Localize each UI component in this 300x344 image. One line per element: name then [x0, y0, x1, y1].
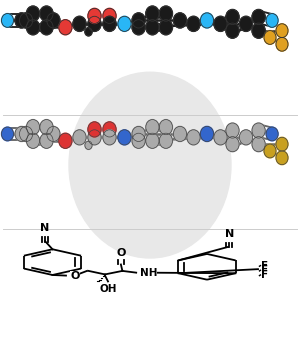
Circle shape — [214, 130, 227, 145]
Circle shape — [214, 16, 227, 31]
Circle shape — [103, 130, 116, 145]
Circle shape — [59, 133, 72, 148]
Circle shape — [103, 122, 116, 137]
Circle shape — [40, 20, 53, 35]
Circle shape — [276, 37, 288, 51]
Circle shape — [159, 6, 172, 21]
Circle shape — [88, 8, 101, 23]
Circle shape — [146, 20, 159, 35]
Circle shape — [159, 133, 172, 148]
Circle shape — [2, 13, 14, 27]
Text: N: N — [225, 229, 234, 239]
Circle shape — [226, 10, 239, 25]
Circle shape — [103, 8, 116, 23]
Circle shape — [59, 20, 72, 35]
Circle shape — [264, 31, 276, 44]
Circle shape — [146, 6, 159, 21]
Circle shape — [40, 120, 53, 135]
Text: NH: NH — [140, 268, 157, 278]
Circle shape — [20, 126, 33, 141]
Circle shape — [239, 130, 253, 145]
Circle shape — [85, 28, 92, 36]
Circle shape — [40, 6, 53, 21]
Circle shape — [118, 16, 131, 31]
Text: OH: OH — [99, 284, 117, 294]
Text: F: F — [261, 261, 268, 271]
Circle shape — [69, 72, 231, 258]
Circle shape — [132, 133, 145, 148]
Circle shape — [15, 13, 28, 28]
Circle shape — [132, 20, 145, 35]
Circle shape — [73, 130, 86, 145]
Circle shape — [88, 16, 101, 31]
Circle shape — [187, 16, 200, 31]
Text: O: O — [70, 271, 80, 281]
Text: N: N — [40, 224, 50, 234]
Circle shape — [276, 137, 288, 151]
Text: F: F — [261, 265, 268, 275]
Circle shape — [132, 13, 145, 28]
Circle shape — [252, 137, 265, 152]
Circle shape — [276, 24, 288, 37]
Circle shape — [88, 122, 101, 137]
Circle shape — [173, 13, 187, 28]
Circle shape — [276, 151, 288, 165]
Circle shape — [20, 13, 33, 28]
Circle shape — [2, 127, 14, 141]
Circle shape — [85, 141, 92, 149]
Circle shape — [26, 133, 40, 148]
Circle shape — [226, 137, 239, 152]
Circle shape — [73, 16, 86, 31]
Circle shape — [200, 13, 214, 28]
Circle shape — [266, 127, 278, 141]
Circle shape — [40, 133, 53, 148]
Circle shape — [159, 120, 172, 135]
Circle shape — [132, 126, 145, 141]
Circle shape — [187, 130, 200, 145]
Circle shape — [266, 13, 278, 27]
Circle shape — [15, 126, 28, 141]
Circle shape — [173, 126, 187, 141]
Circle shape — [226, 23, 239, 38]
Circle shape — [226, 123, 239, 138]
Circle shape — [252, 23, 265, 38]
Circle shape — [26, 20, 40, 35]
Circle shape — [103, 16, 116, 31]
Circle shape — [88, 130, 101, 145]
Circle shape — [47, 126, 60, 141]
Circle shape — [146, 133, 159, 148]
Text: O: O — [116, 248, 126, 258]
Circle shape — [252, 123, 265, 138]
Circle shape — [47, 13, 60, 28]
Circle shape — [239, 16, 253, 31]
Circle shape — [146, 120, 159, 135]
Circle shape — [118, 130, 131, 145]
Circle shape — [26, 6, 40, 21]
Text: F: F — [261, 270, 268, 280]
Circle shape — [264, 144, 276, 158]
Circle shape — [252, 10, 265, 25]
Circle shape — [26, 120, 40, 135]
Circle shape — [200, 126, 214, 141]
Circle shape — [159, 20, 172, 35]
